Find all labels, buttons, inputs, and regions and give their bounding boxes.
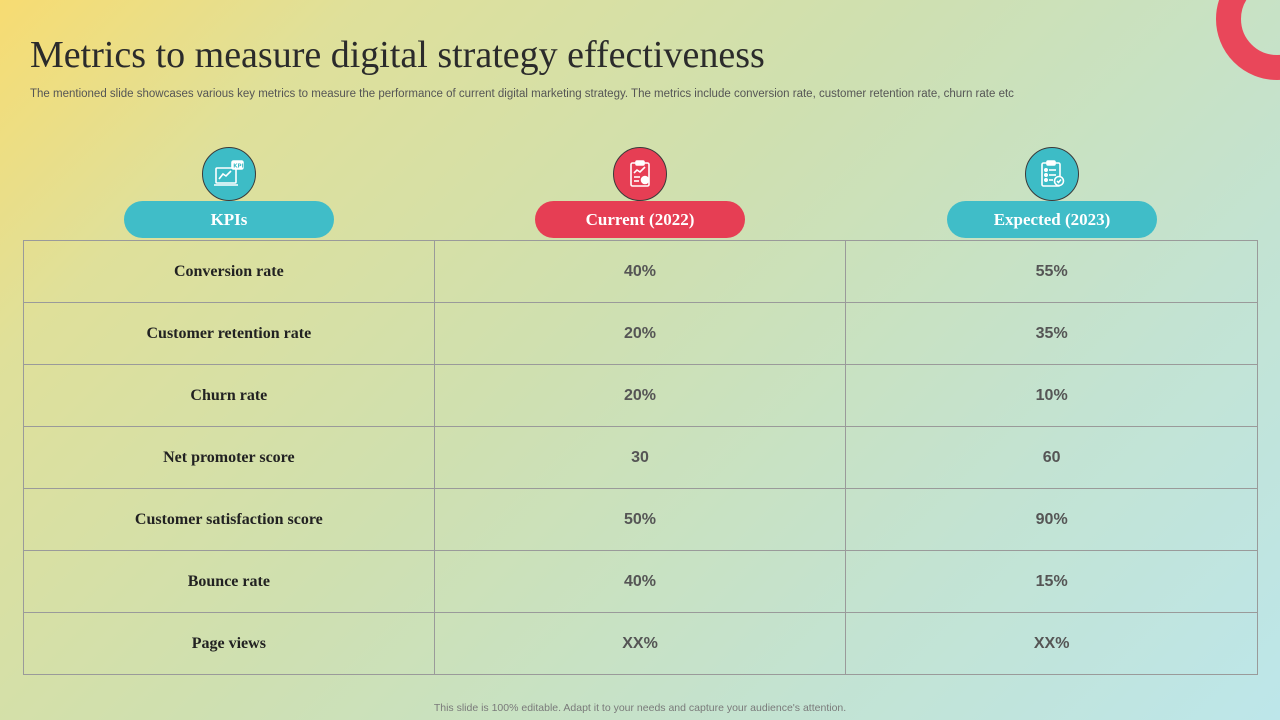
kpi-cell: Churn rate <box>23 364 435 427</box>
table-row: Net promoter score 30 60 <box>23 426 1258 489</box>
current-value-cell: 30 <box>433 426 847 489</box>
metrics-table: Conversion rate 40% 55% Customer retenti… <box>23 240 1258 675</box>
current-value-cell: 40% <box>433 550 847 613</box>
svg-text:KPI: KPI <box>233 164 243 170</box>
footer-note: This slide is 100% editable. Adapt it to… <box>433 702 847 714</box>
expected-value-cell: 55% <box>845 240 1258 303</box>
table-row: Page views XX% XX% <box>23 612 1258 675</box>
expected-value-cell: XX% <box>845 612 1258 675</box>
current-value-cell: 40% <box>433 240 847 303</box>
checklist-clipboard-icon <box>1025 147 1079 201</box>
decorative-ring <box>1216 0 1280 80</box>
page-title: Metrics to measure digital strategy effe… <box>30 34 765 76</box>
expected-value-cell: 60 <box>845 426 1258 489</box>
kpi-cell: Bounce rate <box>23 550 435 613</box>
current-value-cell: XX% <box>433 612 847 675</box>
current-value-cell: 20% <box>433 364 847 427</box>
current-value-cell: 20% <box>433 302 847 365</box>
expected-value-cell: 35% <box>845 302 1258 365</box>
header-kpis: KPIs <box>124 201 334 238</box>
expected-value-cell: 15% <box>845 550 1258 613</box>
page-subtitle: The mentioned slide showcases various ke… <box>30 88 1014 100</box>
clipboard-report-icon <box>613 147 667 201</box>
kpi-cell: Customer satisfaction score <box>23 488 435 551</box>
expected-value-cell: 90% <box>845 488 1258 551</box>
expected-value-cell: 10% <box>845 364 1258 427</box>
kpi-cell: Customer retention rate <box>23 302 435 365</box>
table-row: Customer retention rate 20% 35% <box>23 302 1258 365</box>
kpi-cell: Page views <box>23 612 435 675</box>
table-row: Conversion rate 40% 55% <box>23 240 1258 303</box>
header-expected: Expected (2023) <box>947 201 1157 238</box>
kpi-cell: Net promoter score <box>23 426 435 489</box>
header-current: Current (2022) <box>535 201 745 238</box>
kpi-cell: Conversion rate <box>23 240 435 303</box>
table-row: Customer satisfaction score 50% 90% <box>23 488 1258 551</box>
table-row: Bounce rate 40% 15% <box>23 550 1258 613</box>
kpi-chart-icon: KPI <box>202 147 256 201</box>
current-value-cell: 50% <box>433 488 847 551</box>
table-row: Churn rate 20% 10% <box>23 364 1258 427</box>
